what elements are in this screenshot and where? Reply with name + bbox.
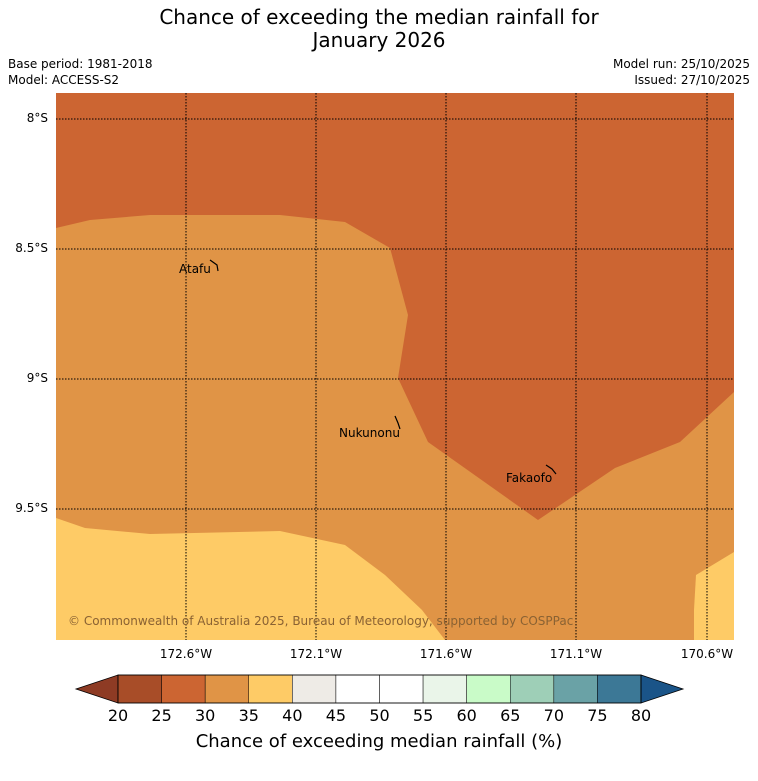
colorbar-segment-45-50 <box>335 674 380 704</box>
colorbar-segment-40-45 <box>292 674 337 704</box>
lon-label-171-6w: 171.6°W <box>419 647 473 661</box>
colorbar-tick-80: 80 <box>630 706 652 725</box>
lon-label-170-6w: 170.6°W <box>680 647 734 661</box>
colorbar-tick-30: 30 <box>194 706 216 725</box>
colorbar-segment-70-75 <box>553 674 598 704</box>
fakaofo-outline <box>545 464 557 475</box>
colorbar-tick-25: 25 <box>151 706 172 725</box>
colorbar-tick-55: 55 <box>412 706 434 725</box>
title-line-2: January 2026 <box>312 28 446 52</box>
title-line-1: Chance of exceeding the median rainfall … <box>159 5 599 29</box>
place-label-atafu: Atafu <box>179 262 211 276</box>
lat-label-8s: 8°S <box>26 111 48 125</box>
colorbar-tick-45: 45 <box>325 706 347 725</box>
colorbar-segments <box>117 674 642 704</box>
colorbar-segment-25-30 <box>161 674 206 704</box>
atolls <box>209 259 557 475</box>
colorbar-segment-55-60 <box>422 674 467 704</box>
atafu-outline <box>209 259 219 272</box>
colorbar-segment-75-80 <box>597 674 642 704</box>
lat-label-9s: 9°S <box>26 371 48 385</box>
nukunonu-outline <box>394 415 401 430</box>
meta-left: Base period: 1981-2018 Model: ACCESS-S2 <box>8 56 153 88</box>
map-band-35-40-southwest <box>56 518 445 640</box>
colorbar-tick-70: 70 <box>543 706 564 725</box>
colorbar-over-arrow <box>640 674 685 704</box>
colorbar-segment-65-70 <box>510 674 555 704</box>
model-run: Model run: 25/10/2025 <box>612 57 750 71</box>
colorbar-segment-60-65 <box>466 674 511 704</box>
colorbar-segment-50-55 <box>379 674 424 704</box>
colorbar-tick-60: 60 <box>456 706 477 725</box>
place-label-nukunonu: Nukunonu <box>339 426 400 440</box>
colorbar <box>74 674 685 704</box>
copyright-notice: © Commonwealth of Australia 2025, Bureau… <box>68 614 574 628</box>
colorbar-frame <box>117 674 642 704</box>
base-period: Base period: 1981-2018 <box>8 57 153 71</box>
colorbar-under-arrow <box>74 674 119 704</box>
colorbar-tick-20: 20 <box>107 706 129 725</box>
meta-right: Model run: 25/10/2025 Issued: 27/10/2025 <box>613 56 750 88</box>
place-label-fakaofo: Fakaofo <box>506 471 553 485</box>
colorbar-tick-50: 50 <box>369 706 390 725</box>
lon-label-171-1w: 171.1°W <box>549 647 603 661</box>
colorbar-tick-75: 75 <box>587 706 608 725</box>
colorbar-segment-20-25 <box>117 674 162 704</box>
colorbar-segment-35-40 <box>248 674 293 704</box>
model-name: Model: ACCESS-S2 <box>8 73 120 87</box>
graticule <box>56 93 734 640</box>
lon-label-172-1w: 172.1°W <box>289 647 343 661</box>
colorbar-segment-30-35 <box>204 674 250 704</box>
colorbar-tick-40: 40 <box>282 706 303 725</box>
chart-title: Chance of exceeding the median rainfall … <box>0 6 758 52</box>
lat-label-9-5s: 9.5°S <box>15 501 48 515</box>
colorbar-tick-65: 65 <box>500 706 521 725</box>
map-band-35-40-southeast <box>694 552 734 640</box>
lon-label-172-6w: 172.6°W <box>159 647 213 661</box>
colorbar-label: Chance of exceeding median rainfall (%) <box>195 731 563 752</box>
issued-date: Issued: 27/10/2025 <box>634 73 750 87</box>
colorbar-tick-35: 35 <box>238 706 259 725</box>
lat-label-8-5s: 8.5°S <box>15 241 48 255</box>
